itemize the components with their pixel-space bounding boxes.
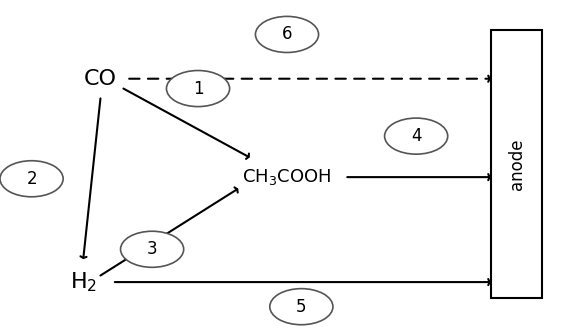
- Circle shape: [255, 16, 319, 52]
- Text: anode: anode: [507, 138, 526, 190]
- Text: CO: CO: [84, 69, 117, 89]
- Text: H$_2$: H$_2$: [69, 270, 97, 294]
- Circle shape: [166, 71, 230, 107]
- Text: 2: 2: [26, 170, 37, 188]
- Text: 4: 4: [411, 127, 421, 145]
- Text: 1: 1: [193, 80, 203, 97]
- Circle shape: [0, 161, 63, 197]
- Circle shape: [385, 118, 448, 154]
- Circle shape: [270, 289, 333, 325]
- Bar: [491, 30, 542, 298]
- Text: 6: 6: [282, 26, 292, 43]
- Text: CH$_3$COOH: CH$_3$COOH: [242, 167, 332, 187]
- Text: 5: 5: [296, 298, 307, 316]
- Text: 3: 3: [147, 240, 157, 258]
- Circle shape: [121, 231, 184, 267]
